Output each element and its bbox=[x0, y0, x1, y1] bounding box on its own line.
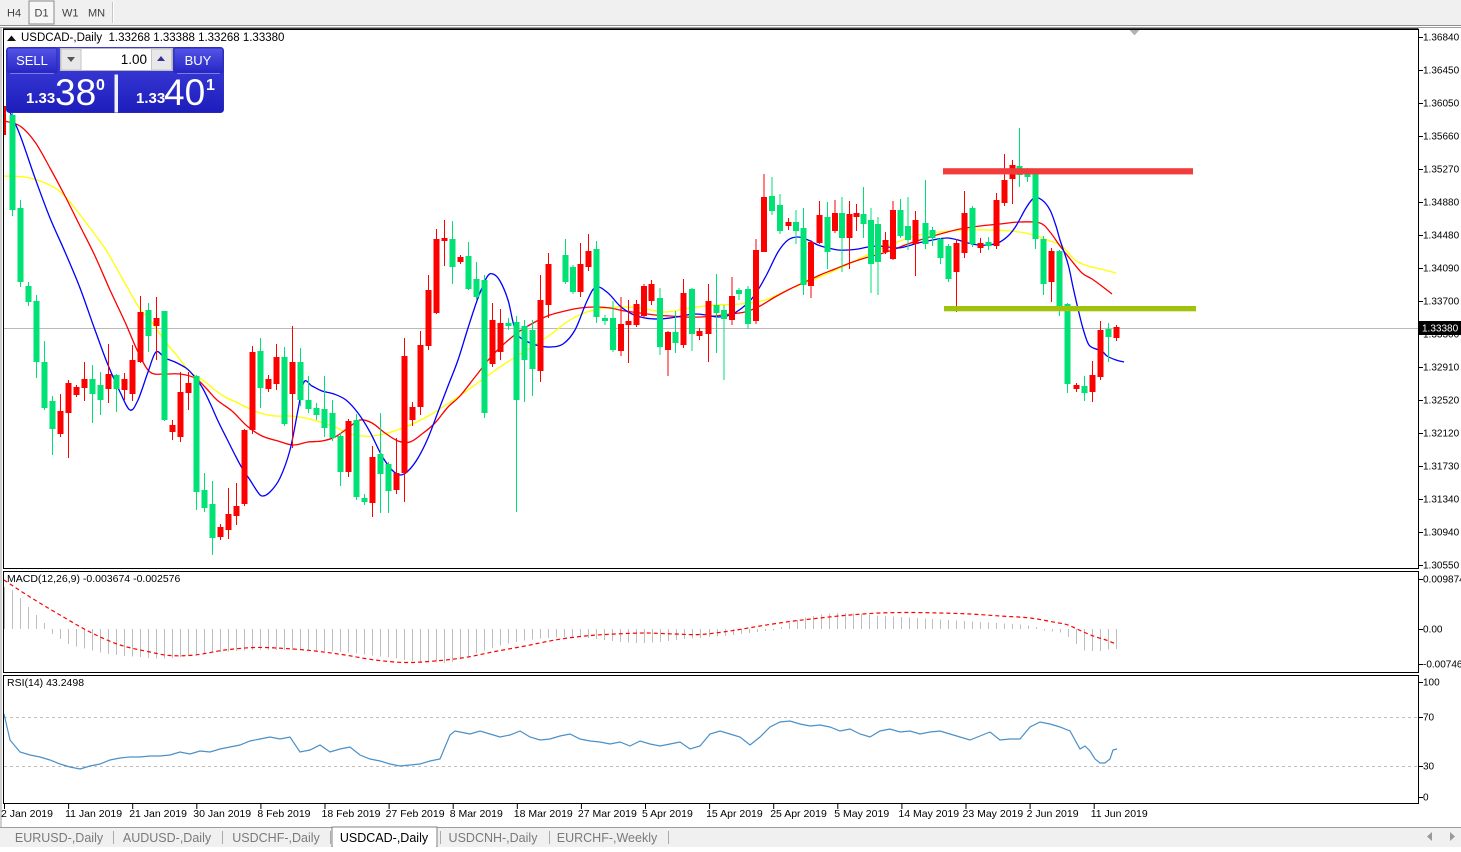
svg-text:1.34480: 1.34480 bbox=[1423, 231, 1460, 242]
svg-text:1.33: 1.33 bbox=[136, 90, 165, 107]
svg-text:1.32120: 1.32120 bbox=[1423, 429, 1460, 440]
svg-text:1.31730: 1.31730 bbox=[1423, 462, 1460, 473]
svg-text:70: 70 bbox=[1423, 713, 1435, 724]
svg-text:14 May 2019: 14 May 2019 bbox=[898, 808, 959, 820]
svg-text:1.35270: 1.35270 bbox=[1423, 165, 1460, 176]
svg-text:RSI(14) 43.2498: RSI(14) 43.2498 bbox=[7, 677, 84, 689]
svg-text:18 Mar 2019: 18 Mar 2019 bbox=[514, 808, 573, 820]
svg-text:30 Jan 2019: 30 Jan 2019 bbox=[193, 808, 251, 820]
svg-text:1.33380: 1.33380 bbox=[1422, 324, 1459, 335]
svg-text:30: 30 bbox=[1423, 762, 1435, 773]
svg-text:0: 0 bbox=[96, 77, 105, 94]
svg-text:1.30550: 1.30550 bbox=[1423, 561, 1460, 572]
svg-text:USDCNH-,Daily: USDCNH-,Daily bbox=[449, 831, 539, 845]
svg-text:5 May 2019: 5 May 2019 bbox=[834, 808, 889, 820]
svg-text:D1: D1 bbox=[35, 8, 49, 20]
svg-text:USDCHF-,Daily: USDCHF-,Daily bbox=[232, 831, 320, 845]
svg-text:0.009874: 0.009874 bbox=[1423, 575, 1461, 586]
svg-text:MACD(12,26,9) -0.003674 -0.002: MACD(12,26,9) -0.003674 -0.002576 bbox=[7, 573, 181, 585]
svg-text:0: 0 bbox=[1423, 793, 1429, 804]
svg-text:1.34090: 1.34090 bbox=[1423, 264, 1460, 275]
svg-text:1.32520: 1.32520 bbox=[1423, 396, 1460, 407]
svg-text:100: 100 bbox=[1423, 678, 1440, 689]
svg-text:11 Jun 2019: 11 Jun 2019 bbox=[1091, 808, 1148, 820]
svg-text:40: 40 bbox=[164, 72, 205, 113]
svg-text:EURCHF-,Weekly: EURCHF-,Weekly bbox=[557, 831, 658, 845]
svg-text:1.36450: 1.36450 bbox=[1423, 66, 1460, 77]
svg-text:1.00: 1.00 bbox=[121, 52, 147, 67]
svg-text:23 May 2019: 23 May 2019 bbox=[963, 808, 1024, 820]
svg-text:1.36840: 1.36840 bbox=[1423, 33, 1460, 44]
svg-text:1.32910: 1.32910 bbox=[1423, 363, 1460, 374]
svg-text:1.33700: 1.33700 bbox=[1423, 297, 1460, 308]
svg-text:AUDUSD-,Daily: AUDUSD-,Daily bbox=[123, 831, 212, 845]
svg-text:1: 1 bbox=[206, 77, 215, 94]
svg-text:38: 38 bbox=[55, 72, 96, 113]
svg-text:2 Jan 2019: 2 Jan 2019 bbox=[1, 808, 53, 820]
svg-text:1.36050: 1.36050 bbox=[1423, 99, 1460, 110]
svg-text:8 Feb 2019: 8 Feb 2019 bbox=[257, 808, 310, 820]
svg-text:25 Apr 2019: 25 Apr 2019 bbox=[770, 808, 827, 820]
svg-text:2 Jun 2019: 2 Jun 2019 bbox=[1027, 808, 1079, 820]
svg-text:1.33: 1.33 bbox=[26, 90, 55, 107]
svg-text:W1: W1 bbox=[62, 8, 79, 20]
svg-text:SELL: SELL bbox=[16, 53, 48, 68]
svg-text:1.34880: 1.34880 bbox=[1423, 198, 1460, 209]
svg-text:USDCAD-,Daily: USDCAD-,Daily bbox=[340, 831, 429, 845]
svg-text:H4: H4 bbox=[7, 8, 21, 20]
svg-text:0.00: 0.00 bbox=[1423, 625, 1443, 636]
svg-text:11 Jan 2019: 11 Jan 2019 bbox=[65, 808, 122, 820]
svg-text:1.35660: 1.35660 bbox=[1423, 132, 1460, 143]
svg-text:MN: MN bbox=[88, 8, 105, 20]
svg-text:USDCAD-,Daily 1.33268 1.33388: USDCAD-,Daily 1.33268 1.33388 1.33268 1.… bbox=[21, 32, 284, 44]
svg-text:1.30940: 1.30940 bbox=[1423, 528, 1460, 539]
svg-text:BUY: BUY bbox=[185, 53, 212, 68]
svg-text:21 Jan 2019: 21 Jan 2019 bbox=[129, 808, 187, 820]
svg-text:5 Apr 2019: 5 Apr 2019 bbox=[642, 808, 693, 820]
svg-text:EURUSD-,Daily: EURUSD-,Daily bbox=[15, 831, 104, 845]
svg-text:27 Feb 2019: 27 Feb 2019 bbox=[386, 808, 445, 820]
svg-text:1.31340: 1.31340 bbox=[1423, 495, 1460, 506]
svg-text:18 Feb 2019: 18 Feb 2019 bbox=[322, 808, 381, 820]
svg-text:27 Mar 2019: 27 Mar 2019 bbox=[578, 808, 637, 820]
svg-text:8 Mar 2019: 8 Mar 2019 bbox=[450, 808, 503, 820]
svg-text:15 Apr 2019: 15 Apr 2019 bbox=[706, 808, 763, 820]
